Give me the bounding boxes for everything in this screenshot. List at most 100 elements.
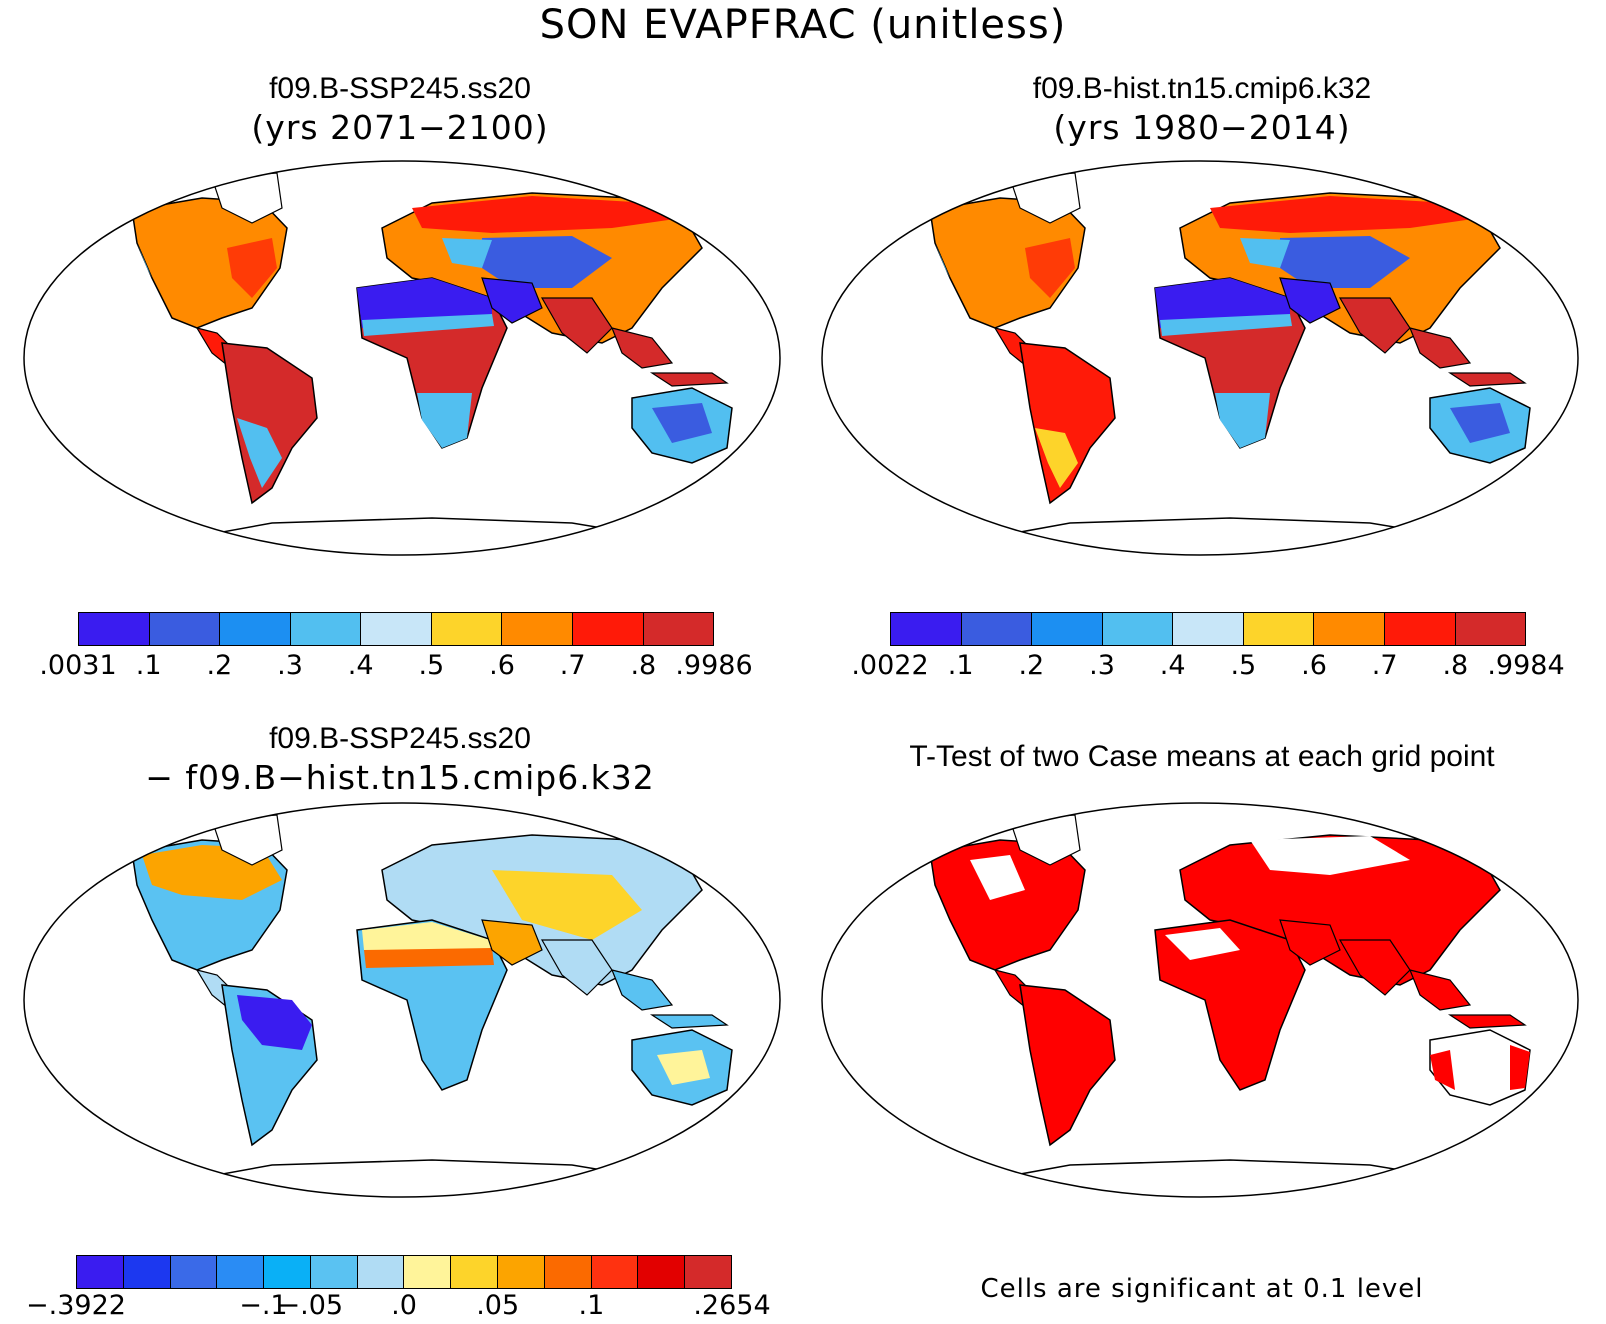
region-sahara [362,922,492,952]
map-ssp245 [23,160,781,556]
region-central-asia [482,236,612,288]
colorbar-tick-label: .9984 [1487,650,1565,681]
region-north-america-gap [970,855,1025,900]
colorbar-swatch [685,1256,731,1288]
colorbar-tick-label: .2 [1018,650,1045,681]
colorbar-swatch [1243,613,1315,645]
region-southern-africa [1215,393,1270,448]
region-south-america [1019,342,1116,505]
map-ssp245-border [23,160,781,556]
region-antarctica [957,1159,1462,1197]
map-hist-border [821,160,1579,556]
colorbar-swatch [431,613,503,645]
region-australia-inner [657,1050,710,1085]
region-australia-sig [1430,1045,1530,1090]
colorbar-ssp245-ticks: .0031 .1 .2 .3 .4 .5 .6 .7 .8 .9986 [39,650,752,684]
colorbar-tick-label: .9986 [675,650,753,681]
region-middle-east [481,919,543,966]
colorbar-swatch [220,613,291,645]
colorbar-swatch [544,1256,592,1288]
region-north-america-east [1025,238,1075,298]
colorbar-swatch [572,613,644,645]
region-eurasia-warm [492,870,642,940]
colorbar-swatch [891,613,962,645]
region-central-asia [1280,236,1410,288]
colorbar-swatch [170,1256,218,1288]
colorbar-tick-label: .0022 [851,650,929,681]
region-south-asia [1338,939,1411,996]
map-ttest [821,802,1579,1198]
colorbar-tick-label: .7 [1371,650,1398,681]
region-southern-africa [417,393,472,448]
region-south-asia [540,939,613,996]
panel-ttest-title-line1: T-Test of two Case means at each grid po… [909,740,1495,773]
colorbar-swatch [290,613,362,645]
colorbar-tick-label: .3 [277,650,303,681]
region-eurasia-north [1210,196,1480,233]
colorbar-swatch [149,613,221,645]
region-australia-inner [1450,403,1510,443]
colorbar-swatch [638,1256,686,1288]
region-north-america-east [227,238,277,298]
figure-title: SON EVAPFRAC (unitless) [539,2,1067,48]
region-antarctica [957,517,1462,555]
colorbar-swatch [123,1256,171,1288]
colorbar-tick-label: .0 [391,1290,417,1321]
panel-ssp245-title-line2: (yrs 2071−2100) [251,108,549,147]
colorbar-tick-label: .4 [1159,650,1186,681]
region-middle-east [481,277,543,324]
panel-diff-title-line2: − f09.B−hist.tn15.cmip6.k32 [145,758,655,797]
colorbar-swatch [310,1256,358,1288]
region-south-america-south [237,418,282,488]
colorbar-tick-label: .6 [1301,650,1327,681]
colorbar-tick-label: .2 [206,650,233,681]
colorbar-swatch [643,613,714,645]
colorbar-swatch [591,1256,639,1288]
colorbar-swatch [961,613,1033,645]
colorbar-swatch [404,1256,452,1288]
panel-diff-title-line1: f09.B-SSP245.ss20 [269,722,531,755]
map-hist [821,160,1579,556]
region-eurasia-north [412,196,682,233]
colorbar-tick-label: .3 [1089,650,1115,681]
colorbar-diff [76,1255,732,1289]
region-antarctica [159,1159,664,1197]
colorbar-tick-label: .7 [559,650,586,681]
region-south-america [1019,984,1116,1147]
region-australia-inner [652,403,712,443]
ttest-note: Cells are significant at 0.1 level [980,1274,1424,1304]
region-se-asia [611,327,674,369]
region-central-asia-2 [1240,238,1290,268]
region-africa [1154,919,1306,1091]
map-diff-border [23,802,781,1198]
colorbar-swatch [502,613,573,645]
colorbar-hist-ticks: .0022 .1 .2 .3 .4 .5 .6 .7 .8 .9984 [851,650,1564,684]
colorbar-swatch [217,1256,265,1288]
colorbar-tick-label: .4 [347,650,374,681]
colorbar-tick-label: .0031 [39,650,117,681]
panel-ttest-title: T-Test of two Case means at each grid po… [812,740,1592,774]
colorbar-swatch [1314,613,1385,645]
region-south-america-south [1035,428,1078,488]
panel-hist-title: f09.B-hist.tn15.cmip6.k32 (yrs 1980−2014… [812,72,1592,147]
region-se-asia [1409,327,1472,369]
region-south-asia [540,297,613,354]
region-south-asia [1338,297,1411,354]
region-south-america [221,342,318,505]
panel-diff-title: f09.B-SSP245.ss20 − f09.B−hist.tn15.cmip… [20,722,780,797]
panel-hist-title-line2: (yrs 1980−2014) [1053,108,1351,147]
region-africa-gap [1165,928,1240,960]
colorbar-tick-label: −.3922 [26,1290,126,1321]
colorbar-tick-label: −.1 [239,1290,288,1321]
map-ttest-border [821,802,1579,1198]
region-se-asia [1409,969,1472,1011]
colorbar-diff-ticks: −.3922 −.1 −.05 .0 .05 .1 .2654 [26,1290,771,1324]
region-central-asia-2 [442,238,492,268]
region-sahel [1160,314,1292,336]
colorbar-swatch [1384,613,1456,645]
region-indonesia [649,1014,729,1029]
colorbar-tick-label: .8 [1442,650,1469,681]
colorbar-swatch [361,613,432,645]
colorbar-swatch [357,1256,405,1288]
map-diff [23,802,781,1198]
